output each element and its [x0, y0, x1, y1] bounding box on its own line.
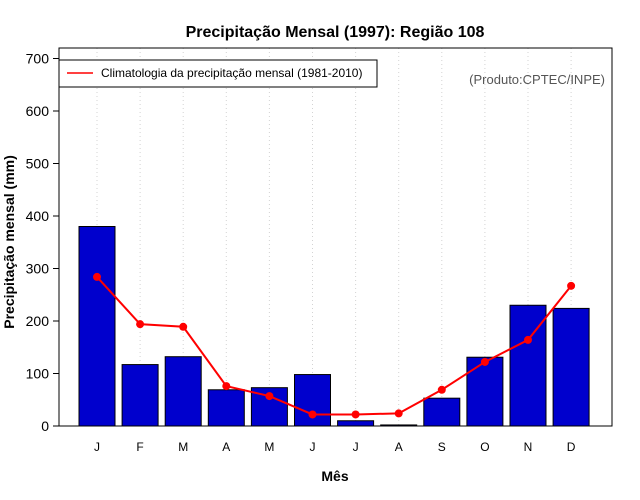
x-tick-label: A: [395, 440, 403, 454]
y-tick-label: 300: [26, 261, 50, 277]
plot-frame: [58, 47, 613, 427]
climatology-series: [93, 272, 576, 419]
y-tick-label: 700: [26, 51, 50, 67]
y-tick-label: 100: [26, 366, 50, 382]
x-axis-label: Mês: [321, 468, 348, 484]
x-tick-label: M: [178, 440, 188, 454]
climatology-line: [96, 276, 572, 416]
y-axis-label: Precipitação mensal (mm): [1, 155, 17, 329]
x-tick-label: J: [94, 440, 100, 454]
climatology-point-10: [480, 357, 489, 366]
legend: Climatologia da precipitação mensal (198…: [58, 59, 378, 88]
climatology-point-3: [179, 322, 188, 331]
climatology-point-8: [394, 409, 403, 418]
bar-2: [121, 364, 159, 427]
chart-title: Precipitação Mensal (1997): Região 108: [186, 24, 485, 41]
x-tick-label: J: [310, 440, 316, 454]
y-tick-label: 0: [41, 418, 49, 434]
x-tick-label: M: [264, 440, 274, 454]
climatology-point-9: [437, 385, 446, 394]
x-tick-label: F: [136, 440, 143, 454]
y-tick-label: 500: [26, 156, 50, 172]
bar-10: [466, 356, 504, 427]
climatology-point-11: [524, 335, 532, 344]
bar-series: [78, 226, 590, 427]
bar-9: [423, 397, 461, 427]
x-tick-label: D: [567, 440, 576, 454]
climatology-point-2: [136, 320, 145, 329]
x-tick-label: O: [480, 440, 489, 454]
y-axis: 0 100 200 300 400 500 600 700: [26, 51, 59, 434]
bar-3: [164, 356, 202, 427]
y-tick-label: 200: [26, 313, 50, 329]
y-tick-label: 400: [26, 208, 50, 224]
climatology-point-7: [351, 410, 360, 419]
bar-4: [207, 389, 245, 427]
climatology-point-5: [265, 392, 274, 401]
product-annotation: (Produto:CPTEC/INPE): [469, 72, 605, 87]
bar-1: [78, 226, 116, 427]
x-tick-label: S: [438, 440, 446, 454]
bar-7: [337, 420, 375, 427]
legend-box: [58, 59, 378, 88]
climatology-point-4: [222, 382, 231, 391]
x-tick-label: J: [353, 440, 359, 454]
x-tick-label: N: [524, 440, 533, 454]
climatology-point-6: [308, 410, 317, 419]
climatology-point-12: [567, 281, 576, 290]
y-tick-label: 600: [26, 103, 50, 119]
x-tick-label: A: [222, 440, 230, 454]
bar-12: [552, 307, 590, 427]
climatology-point-1: [93, 272, 101, 281]
legend-entry-climatology: Climatologia da precipitação mensal (198…: [101, 66, 362, 80]
